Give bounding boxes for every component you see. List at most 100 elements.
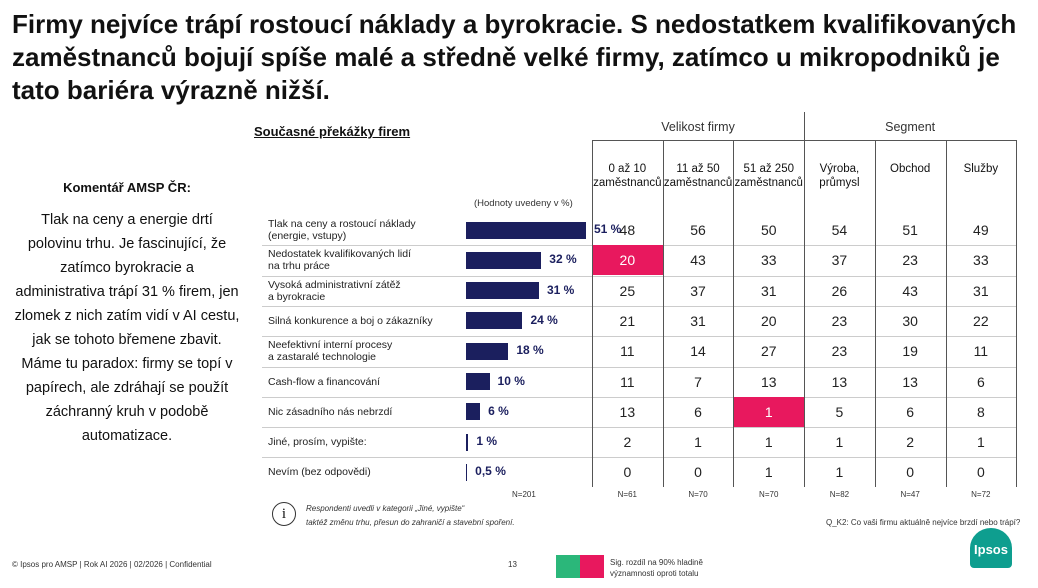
column-header: Služby bbox=[963, 163, 999, 175]
cell: 5 bbox=[835, 403, 844, 420]
bar bbox=[466, 403, 481, 421]
row-separator bbox=[262, 275, 1016, 277]
value-label: 32 % bbox=[549, 252, 577, 267]
cell: 31 bbox=[973, 282, 989, 299]
cell: 51 bbox=[902, 222, 918, 238]
cell: 6 bbox=[906, 403, 915, 420]
legend-swatch bbox=[580, 555, 604, 578]
n-label: N=70 bbox=[759, 490, 779, 499]
category-label: Tlak na ceny a rostoucí náklady (energie… bbox=[268, 218, 416, 242]
cell: 13 bbox=[831, 373, 848, 390]
cell: 43 bbox=[902, 282, 918, 299]
logo: Ipsos bbox=[970, 528, 1012, 568]
highlight-cell bbox=[593, 245, 663, 276]
cell: 23 bbox=[831, 312, 848, 329]
cell: 31 bbox=[690, 312, 706, 329]
cell: 0 bbox=[906, 464, 915, 481]
cell: 23 bbox=[902, 252, 918, 269]
cell: 56 bbox=[690, 222, 706, 238]
cell: 1 bbox=[976, 434, 985, 451]
bar bbox=[466, 251, 542, 269]
cell: 1 bbox=[835, 464, 844, 481]
cell: 33 bbox=[760, 252, 777, 269]
cell: 19 bbox=[902, 343, 918, 360]
group-line bbox=[592, 140, 805, 141]
cell: 27 bbox=[760, 343, 777, 360]
cell: 54 bbox=[831, 222, 848, 238]
bar bbox=[466, 463, 468, 481]
cell: 20 bbox=[760, 312, 777, 329]
n-label: N=72 bbox=[971, 490, 991, 499]
row-separator bbox=[262, 457, 1016, 459]
n-label: N=82 bbox=[829, 490, 850, 499]
value-label: 24 % bbox=[530, 312, 558, 327]
footnote: Respondenti uvedli v kategorii „Jiné, vy… bbox=[306, 504, 515, 527]
cell: 6 bbox=[976, 373, 985, 390]
category-label: Nedostatek kvalifikovaných lidí na trhu … bbox=[268, 248, 411, 273]
cell: 1 bbox=[835, 434, 844, 451]
highlight-cell bbox=[734, 396, 805, 427]
column-header: 0 až 10 zaměstnanců bbox=[593, 163, 662, 189]
bar bbox=[466, 342, 509, 360]
row-separator bbox=[262, 305, 1016, 307]
bar bbox=[466, 433, 469, 451]
cell: 13 bbox=[760, 373, 777, 390]
group-header: Segment bbox=[885, 120, 936, 134]
cell: 21 bbox=[619, 312, 636, 329]
cell: 22 bbox=[973, 312, 989, 329]
category-label: Nevím (bez odpovědi) bbox=[268, 466, 371, 479]
column-line bbox=[804, 112, 806, 487]
bar bbox=[466, 373, 490, 390]
category-label: Neefektivní interní procesy a zastaralé … bbox=[268, 339, 393, 364]
comment-heading: Komentář AMSP ČR: bbox=[63, 180, 191, 195]
n-label: N=201 bbox=[512, 490, 536, 499]
n-label: N=70 bbox=[688, 490, 708, 499]
category-label: Cash-flow a financování bbox=[268, 375, 381, 388]
category-label: Nic zásadního nás nebrzdí bbox=[268, 405, 393, 418]
bar bbox=[466, 221, 586, 239]
cell: 20 bbox=[619, 252, 636, 269]
row-separator bbox=[262, 366, 1016, 368]
cell: 13 bbox=[902, 373, 918, 390]
category-label: Silná konkurence a boj o zákazníky bbox=[268, 314, 433, 327]
cell: 25 bbox=[619, 282, 636, 299]
cell: 1 bbox=[764, 403, 773, 420]
slide-title: Firmy nejvíce trápí rostoucí náklady a b… bbox=[12, 9, 1017, 105]
row-separator bbox=[262, 396, 1016, 398]
value-label: 0,5 % bbox=[475, 464, 506, 479]
cell: 11 bbox=[973, 343, 989, 360]
cell: 0 bbox=[976, 464, 985, 481]
cell: 11 bbox=[620, 373, 635, 390]
cell: 23 bbox=[831, 343, 848, 360]
cell: 49 bbox=[973, 222, 989, 238]
cell: 43 bbox=[690, 252, 706, 269]
question: Q_K2: Co vaši firmu aktuálně nejvíce brz… bbox=[826, 518, 1021, 527]
column-line bbox=[874, 140, 876, 487]
value-label: 6 % bbox=[488, 403, 509, 418]
cell: 7 bbox=[694, 373, 702, 390]
column-line bbox=[662, 140, 664, 487]
cell: 0 bbox=[694, 464, 702, 481]
category-label: Vysoká administrativní zátěž a byrokraci… bbox=[268, 278, 401, 303]
legend-text: Sig. rozdíl na 90% hladině významnosti o… bbox=[610, 558, 703, 578]
column-line bbox=[733, 140, 735, 487]
cell: 33 bbox=[973, 252, 989, 269]
column-line bbox=[1016, 140, 1018, 487]
column-header: Obchod bbox=[890, 163, 931, 175]
row-separator bbox=[262, 336, 1016, 338]
column-line bbox=[592, 140, 593, 487]
category-label: Jiné, prosím, vypište: bbox=[268, 436, 367, 449]
cell: 2 bbox=[623, 434, 632, 451]
cell: 8 bbox=[976, 403, 985, 420]
page-number: 13 bbox=[508, 560, 517, 569]
cell: 6 bbox=[694, 403, 702, 420]
cell: 2 bbox=[906, 434, 915, 451]
column-header: 11 až 50 zaměstnanců bbox=[663, 163, 733, 189]
cell: 37 bbox=[831, 252, 848, 269]
group-header: Velikost firmy bbox=[661, 120, 735, 134]
cell: 1 bbox=[764, 464, 773, 481]
cell: 0 bbox=[623, 464, 632, 481]
comment-text: Tlak na ceny a energie drtí polovinu trh… bbox=[14, 212, 240, 444]
group-line bbox=[804, 140, 1017, 141]
